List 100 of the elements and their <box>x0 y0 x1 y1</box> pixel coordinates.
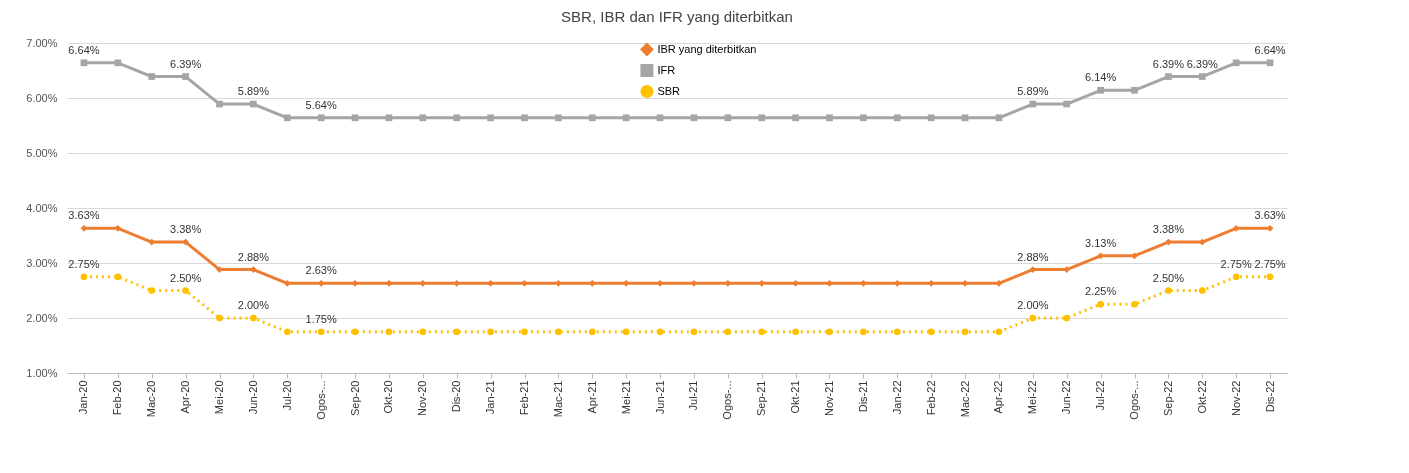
data-label: 3.13% <box>1085 236 1117 249</box>
x-tick-label: Sep-22 <box>1161 380 1174 416</box>
point <box>114 225 122 232</box>
point <box>419 280 427 287</box>
point <box>860 114 867 122</box>
point <box>1266 225 1274 232</box>
data-label: 3.38% <box>1152 223 1185 236</box>
data-label: 5.89% <box>1017 85 1049 98</box>
point <box>1232 273 1240 281</box>
point <box>622 280 630 287</box>
point <box>1097 86 1104 94</box>
x-tick-label: Jul-21 <box>687 380 700 411</box>
point <box>656 114 664 122</box>
y-tick-label: 3.00% <box>26 256 58 269</box>
point <box>927 114 935 122</box>
data-label: 3.38% <box>170 223 202 236</box>
x-tick-label: Mac-22 <box>958 380 971 418</box>
point <box>1131 252 1138 260</box>
data-label: 6.14% <box>1085 71 1117 84</box>
point <box>351 114 359 122</box>
x-tick-label: Sep-21 <box>755 380 768 416</box>
point <box>1165 287 1172 294</box>
y-tick-label: 5.00% <box>26 146 58 159</box>
point <box>860 280 867 287</box>
point <box>826 114 833 122</box>
point <box>283 328 291 336</box>
x-tick-label: Ogos-... <box>1128 380 1140 420</box>
point <box>283 280 291 287</box>
point <box>182 238 189 246</box>
x-tick-label: Mac-20 <box>145 380 158 418</box>
point <box>1029 314 1037 322</box>
point <box>1097 252 1104 260</box>
point <box>114 59 122 67</box>
x-tick-label: Jul-22 <box>1094 380 1107 411</box>
point <box>826 328 833 336</box>
data-label: 3.63% <box>68 209 100 222</box>
x-tick-label: Apr-21 <box>585 380 598 414</box>
data-label: 5.64% <box>305 98 337 111</box>
data-label: 6.39% <box>1152 57 1185 70</box>
x-tick-label: Mac-21 <box>551 380 564 418</box>
legend-label: IBR yang diterbitkan <box>657 42 757 55</box>
x-tick-label: Jun-22 <box>1060 380 1073 415</box>
data-label: 1.75% <box>305 312 337 325</box>
x-tick-label: Okt-20 <box>382 380 395 414</box>
point <box>555 114 562 122</box>
point <box>690 280 698 287</box>
point <box>182 287 189 294</box>
point <box>182 73 189 80</box>
point <box>1029 100 1037 108</box>
point <box>419 328 427 336</box>
legend-label: SBR <box>657 84 681 97</box>
point <box>1232 59 1240 67</box>
point <box>216 266 223 273</box>
x-tick-label: Okt-21 <box>789 380 802 414</box>
point <box>80 225 88 232</box>
data-label: 2.25% <box>1085 285 1117 298</box>
point <box>453 328 461 336</box>
data-label: 2.88% <box>1017 250 1049 263</box>
point <box>927 280 935 287</box>
point <box>114 273 122 281</box>
point <box>995 328 1003 336</box>
x-tick-label: Feb-20 <box>111 380 124 416</box>
y-tick-label: 1.00% <box>26 366 58 379</box>
point <box>521 328 528 336</box>
data-label: 2.50% <box>170 271 202 284</box>
point <box>860 328 867 336</box>
point <box>792 114 799 122</box>
point <box>724 280 732 287</box>
point <box>80 59 88 67</box>
point <box>995 280 1003 287</box>
x-tick-label: Ogos-... <box>314 380 327 420</box>
point <box>317 114 325 122</box>
x-tick-label: Jul-20 <box>280 380 293 411</box>
point <box>927 328 935 336</box>
x-tick-label: Dis-21 <box>856 380 869 413</box>
data-label: 2.75% <box>1254 257 1286 270</box>
point <box>317 280 325 287</box>
data-label: 6.64% <box>1254 43 1286 56</box>
point <box>317 328 325 336</box>
x-tick-label: Mei-20 <box>213 380 225 415</box>
x-tick-label: Apr-20 <box>179 380 192 414</box>
point <box>622 328 630 336</box>
point <box>656 328 664 336</box>
point <box>656 280 664 287</box>
point <box>724 114 732 122</box>
x-tick-label: Apr-22 <box>992 380 1005 414</box>
data-label: 2.00% <box>237 299 270 311</box>
point <box>148 73 156 80</box>
point <box>80 273 88 281</box>
data-label: 2.00% <box>1017 299 1049 311</box>
x-tick-label: Dis-20 <box>450 380 463 413</box>
point <box>487 328 494 336</box>
point <box>453 114 461 122</box>
data-label: 6.64% <box>68 43 100 56</box>
chart-title: SBR, IBR dan IFR yang diterbitkan <box>561 8 793 25</box>
point <box>961 280 969 287</box>
point <box>792 280 799 287</box>
point <box>893 328 901 336</box>
point <box>1198 287 1206 294</box>
point <box>758 114 766 122</box>
